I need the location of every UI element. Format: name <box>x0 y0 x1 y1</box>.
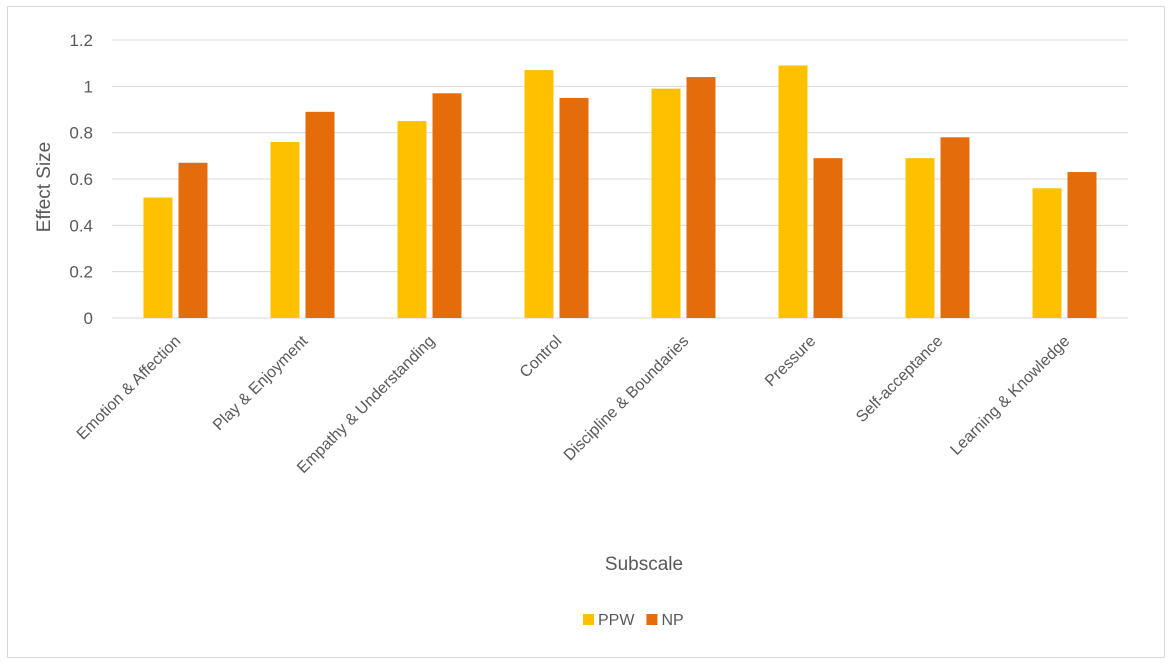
bar-np <box>178 162 208 318</box>
category-label: Pressure <box>762 333 819 390</box>
bar-ppw <box>397 121 427 318</box>
category-label: Emotion & Affection <box>74 333 185 444</box>
legend-label-np: NP <box>661 612 683 629</box>
bars <box>143 65 1097 319</box>
y-tick-label: 0 <box>84 309 93 328</box>
bar-np <box>686 77 716 318</box>
category-label: Self-acceptance <box>853 333 946 426</box>
y-tick-label: 1.2 <box>69 31 93 50</box>
y-tick-labels: 0 0.2 0.4 0.6 0.8 1 1.2 <box>69 31 93 328</box>
y-tick-label: 1 <box>84 77 93 96</box>
bar-ppw <box>905 158 935 318</box>
category-labels: Emotion & Affection Play & EnjoymentEmpat… <box>74 332 1074 476</box>
bar-ppw <box>651 88 681 319</box>
bar-np <box>813 158 843 318</box>
legend-swatch-ppw <box>583 614 594 625</box>
gridlines <box>112 39 1128 319</box>
legend-label-ppw: PPW <box>598 612 635 629</box>
bar-np <box>559 97 589 319</box>
category-label: Control <box>517 333 565 381</box>
bar-np <box>432 93 462 319</box>
bar-np <box>1067 172 1097 318</box>
chart-frame: 0 0.2 0.4 0.6 0.8 1 1.2 Emotion & Affection Pla… <box>7 6 1165 658</box>
y-tick-label: 0.4 <box>69 216 93 235</box>
bar-np <box>305 111 335 318</box>
bar-ppw <box>778 65 808 318</box>
category-label: Play & Enjoyment <box>210 332 312 434</box>
y-tick-label: 0.6 <box>69 170 93 189</box>
category-label: Learning & Knowledge <box>947 333 1073 459</box>
bar-ppw <box>143 197 173 318</box>
bar-ppw <box>524 70 554 318</box>
legend: PPW NP <box>583 612 684 629</box>
bar-np <box>940 137 970 318</box>
legend-swatch-np <box>646 614 658 625</box>
bar-ppw <box>270 141 300 318</box>
y-tick-label: 0.8 <box>69 124 93 143</box>
y-axis-title: Effect Size <box>34 142 55 232</box>
bar-chart: 0 0.2 0.4 0.6 0.8 1 1.2 Emotion & Affection Pla… <box>34 31 1128 629</box>
category-label: Empathy & Understanding <box>294 333 438 477</box>
x-axis-title: Subscale <box>605 554 683 575</box>
y-tick-label: 0.2 <box>69 263 93 282</box>
bar-ppw <box>1032 188 1062 318</box>
category-label: Discipline & Boundaries <box>561 333 693 465</box>
